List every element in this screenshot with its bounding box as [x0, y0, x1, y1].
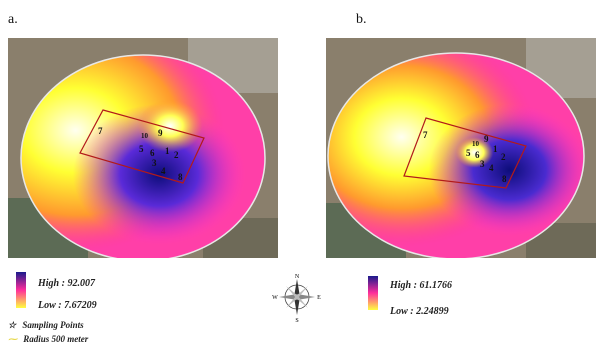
point-2-label: 2: [501, 152, 506, 162]
legend-radius: ⁓ Radius 500 meter: [8, 334, 89, 344]
point-8-label: 8: [502, 174, 507, 184]
legend-high-label: High : 61.1766: [390, 280, 452, 291]
legend-low-label: Low : 2.24899: [390, 306, 449, 317]
map-panel-b: 7 9 10 5 6 1 2 3 4 8: [326, 38, 596, 258]
svg-text:S: S: [295, 318, 298, 322]
svg-text:N: N: [295, 274, 300, 280]
point-5-label: 5: [139, 144, 144, 154]
panel-a-label: a.: [8, 12, 18, 27]
north-arrow-icon: N S E W: [272, 272, 322, 324]
line-icon: ⁓: [8, 334, 17, 344]
point-1-label: 1: [493, 144, 498, 154]
point-7-label: 7: [98, 126, 103, 136]
star-icon: ☆: [8, 320, 17, 330]
color-ramp: [16, 272, 26, 308]
legend-high-label: High : 92.007: [38, 278, 95, 289]
svg-text:W: W: [272, 295, 278, 301]
svg-text:E: E: [317, 295, 321, 301]
point-3-label: 3: [480, 159, 485, 169]
legend-low-label: Low : 7.67209: [38, 300, 97, 311]
point-5-label: 5: [466, 148, 471, 158]
point-6-label: 6: [150, 148, 155, 158]
panel-b-label: b.: [356, 12, 367, 27]
point-10-label: 10: [141, 132, 149, 140]
point-1-label: 1: [165, 146, 170, 156]
point-2-label: 2: [174, 150, 179, 160]
point-6-label: 6: [475, 150, 480, 160]
point-4-label: 4: [489, 163, 494, 173]
point-9-label: 9: [484, 134, 489, 144]
point-7-label: 7: [423, 130, 428, 140]
point-10-label: 10: [472, 140, 480, 148]
map-panel-a: 7 9 10 5 6 1 2 3 4 8: [8, 38, 278, 258]
point-3-label: 3: [152, 158, 157, 168]
point-9-label: 9: [158, 128, 163, 138]
legend-sampling-points: ☆ Sampling Points: [8, 320, 84, 330]
color-ramp: [368, 276, 378, 310]
point-8-label: 8: [178, 172, 183, 182]
point-4-label: 4: [161, 166, 166, 176]
